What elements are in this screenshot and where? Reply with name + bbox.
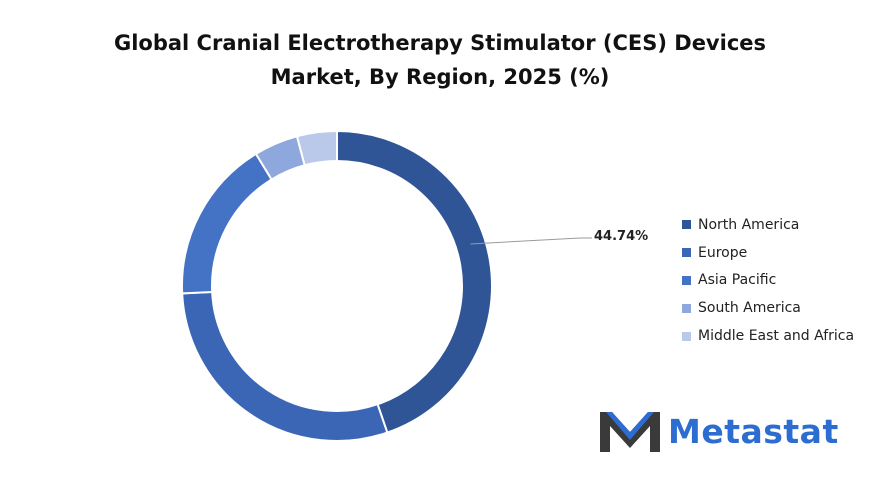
slice-middle-east-and-africa (295, 129, 338, 167)
legend-swatch (682, 220, 691, 230)
legend-swatch (682, 248, 691, 258)
legend-swatch (682, 331, 691, 341)
legend-label: Middle East and Africa (698, 328, 855, 345)
legend-item-asia-pacific: Asia Pacific (682, 267, 854, 295)
metastat-m-logo-icon (600, 412, 660, 452)
legend-item-middle-east-and-africa: Middle East and Africa (682, 322, 854, 350)
legend-item-south-america: South America (682, 294, 854, 322)
legend-label: Europe (698, 244, 748, 261)
donut-slices (181, 129, 493, 442)
legend-swatch (682, 275, 691, 285)
metastat-logo-text: Metastat (668, 411, 839, 451)
slice-asia-pacific (181, 152, 273, 295)
callout-leader-line (470, 237, 592, 245)
chart-title: Global Cranial Electrotherapy Stimulator… (0, 26, 880, 94)
chart-legend: North America Europe Asia Pacific South Ame… (682, 211, 854, 350)
callout-label-north-america: 44.74% (594, 229, 649, 244)
legend-label: Asia Pacific (698, 272, 777, 289)
legend-label: South America (698, 300, 801, 317)
chart-title-line-2: Market, By Region, 2025 (%) (270, 65, 610, 89)
chart-title-line-1: Global Cranial Electrotherapy Stimulator… (113, 31, 767, 55)
slice-north-america (336, 129, 493, 434)
legend-item-north-america: North America (682, 211, 854, 239)
legend-swatch (682, 303, 691, 313)
legend-item-europe: Europe (682, 239, 854, 267)
legend-label: North America (698, 216, 800, 233)
slice-europe (181, 290, 389, 442)
metastat-logo: Metastat (598, 408, 839, 454)
